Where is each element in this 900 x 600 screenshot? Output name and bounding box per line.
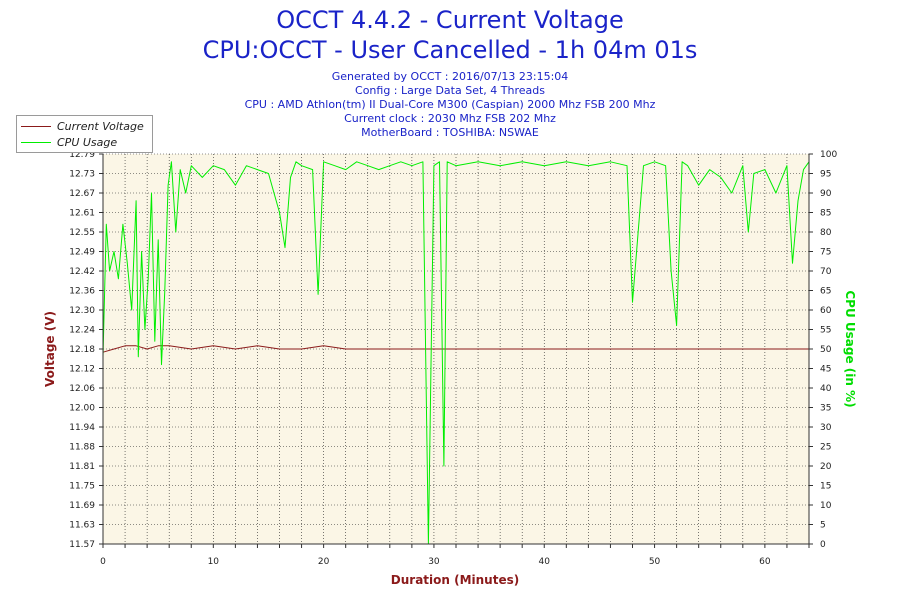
chart-title-line1: OCCT 4.4.2 - Current Voltage [276, 6, 624, 34]
x-tick-label: 50 [649, 557, 661, 567]
y-tick-label: 11.57 [69, 540, 95, 550]
y2-tick-label: 0 [820, 540, 826, 550]
y-axis-title: Voltage (V) [43, 311, 57, 387]
y2-tick-label: 30 [820, 423, 832, 433]
x-tick-label: 20 [318, 557, 330, 567]
y2-tick-label: 80 [820, 228, 832, 238]
x-tick-label: 40 [539, 557, 551, 567]
y2-tick-label: 25 [820, 443, 831, 453]
y2-tick-label: 50 [820, 345, 832, 355]
y-tick-label: 11.88 [69, 443, 95, 453]
y-tick-label: 11.63 [69, 521, 95, 531]
y2-tick-label: 60 [820, 306, 832, 316]
x-axis-title: Duration (Minutes) [391, 573, 519, 587]
y2-tick-label: 95 [820, 170, 831, 180]
y-tick-label: 11.94 [69, 423, 95, 433]
y2-tick-label: 90 [820, 189, 832, 199]
y2-tick-label: 5 [820, 521, 826, 531]
info-generated: Generated by OCCT : 2016/07/13 23:15:04 [331, 70, 569, 83]
y-tick-label: 12.67 [69, 189, 95, 199]
chart-title-line2: CPU:OCCT - User Cancelled - 1h 04m 01s [202, 36, 698, 64]
y2-tick-label: 10 [820, 501, 832, 511]
y-tick-label: 12.00 [69, 404, 95, 414]
y-tick-label: 11.81 [69, 462, 95, 472]
y-tick-label: 12.06 [69, 384, 95, 394]
y-tick-label: 11.75 [69, 482, 95, 492]
y-tick-label: 12.30 [69, 306, 95, 316]
y2-tick-label: 45 [820, 365, 831, 375]
y-tick-label: 12.73 [69, 170, 95, 180]
legend-swatch-cpu [21, 141, 51, 143]
y-tick-label: 12.79 [69, 150, 95, 160]
legend-item-cpu: CPU Usage [21, 134, 117, 150]
y2-tick-label: 20 [820, 462, 832, 472]
legend-swatch-voltage [21, 125, 51, 127]
tick-labels: 11.57 11.63 11.69 11.75 11.81 11.88 11.94 12.00… [69, 150, 837, 567]
y2-tick-label: 85 [820, 209, 831, 219]
series-line-voltage [102, 345, 809, 353]
y2-axis-title: CPU Usage (in %) [843, 290, 857, 407]
legend-label-voltage: Current Voltage [57, 119, 144, 133]
y2-tick-label: 70 [820, 267, 832, 277]
y2-tick-label: 100 [820, 150, 837, 160]
legend-label-cpu: CPU Usage [57, 135, 118, 149]
legend: Current Voltage CPU Usage [16, 115, 153, 153]
y-tick-label: 12.61 [69, 209, 95, 219]
y2-tick-label: 55 [820, 326, 831, 336]
y-tick-label: 12.42 [69, 267, 95, 277]
series-line-cpu-usage [102, 161, 810, 545]
y2-tick-label: 40 [820, 384, 832, 394]
x-tick-label: 60 [759, 557, 771, 567]
y-tick-label: 12.36 [69, 287, 95, 297]
y-tick-label: 12.49 [69, 248, 95, 258]
y-tick-label: 12.55 [69, 228, 95, 238]
info-config: Config : Large Data Set, 4 Threads [355, 84, 545, 97]
info-clock: Current clock : 2030 Mhz FSB 202 Mhz [344, 112, 556, 125]
x-tick-label: 0 [100, 557, 106, 567]
y2-tick-label: 65 [820, 287, 831, 297]
info-motherboard: MotherBoard : TOSHIBA: NSWAE [361, 126, 539, 139]
x-tick-label: 30 [428, 557, 440, 567]
y2-tick-label: 75 [820, 248, 831, 258]
legend-item-voltage: Current Voltage [21, 118, 144, 134]
y2-tick-label: 35 [820, 404, 831, 414]
y-tick-label: 12.18 [69, 345, 95, 355]
x-tick-label: 10 [208, 557, 220, 567]
info-cpu: CPU : AMD Athlon(tm) II Dual-Core M300 (… [244, 98, 656, 111]
y-tick-label: 12.24 [69, 326, 95, 336]
series-layer [102, 161, 810, 545]
y-tick-label: 12.12 [69, 365, 95, 375]
y-tick-label: 11.69 [69, 501, 95, 511]
y2-tick-label: 15 [820, 482, 831, 492]
